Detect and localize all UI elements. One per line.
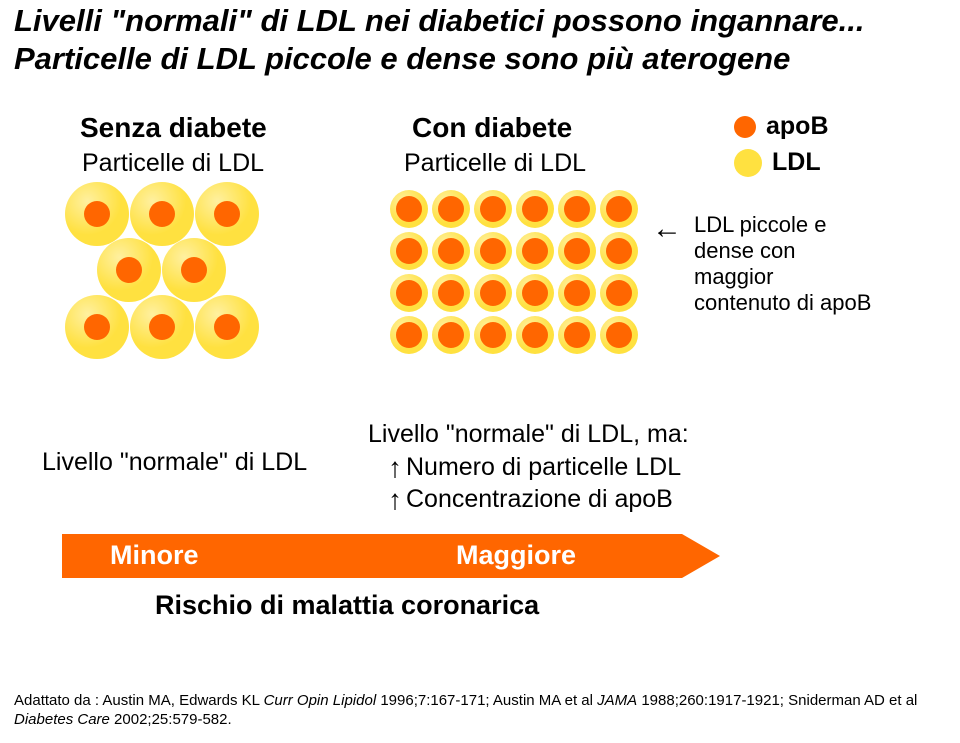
citation-journal-3: Diabetes Care: [14, 711, 110, 728]
apob-particle: [606, 238, 632, 264]
apob-particle: [396, 196, 422, 222]
right-bullet-1: ↑Numero di particelle LDL: [388, 452, 681, 484]
apob-particle: [564, 322, 590, 348]
annotation-line-1: LDL piccole e: [694, 212, 826, 237]
legend-apob: apoB: [734, 112, 829, 141]
citation-prefix: Adattato da : Austin MA, Edwards KL: [14, 692, 264, 709]
risk-less-label: Minore: [110, 540, 199, 571]
annotation-line-4: contenuto di apoB: [694, 290, 871, 315]
left-subheading: Particelle di LDL: [82, 149, 264, 178]
legend-ldl-label: LDL: [772, 148, 821, 176]
right-level-label: Livello "normale" di LDL, ma:: [368, 420, 689, 449]
apob-particle: [522, 322, 548, 348]
apob-particle: [149, 314, 175, 340]
up-arrow-icon: ↑: [388, 484, 402, 516]
right-particle-field: [388, 188, 646, 364]
apob-particle: [116, 257, 142, 283]
apob-particle: [606, 280, 632, 306]
right-bullet-2-text: Concentrazione di apoB: [406, 485, 673, 513]
apob-particle: [149, 201, 175, 227]
right-bullet-2: ↑Concentrazione di apoB: [388, 484, 673, 516]
apob-particle: [564, 280, 590, 306]
annotation-text: LDL piccole e dense con maggior contenut…: [694, 212, 871, 316]
title-line-2: Particelle di LDL piccole e dense sono p…: [14, 41, 790, 76]
apob-particle: [522, 280, 548, 306]
apob-particle: [438, 322, 464, 348]
apob-particle: [606, 322, 632, 348]
apob-particle: [522, 196, 548, 222]
right-bullet-1-text: Numero di particelle LDL: [406, 453, 681, 481]
apob-particle: [438, 238, 464, 264]
left-heading: Senza diabete: [80, 112, 267, 144]
citation-mid-2: 1988;260:1917-1921; Sniderman AD et al: [637, 692, 917, 709]
apob-particle: [606, 196, 632, 222]
up-arrow-icon: ↑: [388, 452, 402, 484]
apob-particle: [480, 238, 506, 264]
title-line-1: Livelli "normali" di LDL nei diabetici p…: [14, 3, 864, 38]
apob-particle: [564, 238, 590, 264]
citation-tail: 2002;25:579-582.: [110, 711, 232, 728]
citation-journal-1: Curr Opin Lipidol: [264, 692, 377, 709]
apob-particle: [84, 201, 110, 227]
right-heading: Con diabete: [412, 112, 572, 144]
legend-apob-label: apoB: [766, 112, 829, 140]
arrow-left-icon: ←: [652, 212, 682, 246]
apob-particle: [564, 196, 590, 222]
apob-particle: [396, 238, 422, 264]
apob-particle: [438, 196, 464, 222]
apob-particle: [480, 280, 506, 306]
citation-journal-2: JAMA: [597, 692, 637, 709]
annotation-line-3: maggior: [694, 264, 773, 289]
left-level-label: Livello "normale" di LDL: [42, 448, 307, 477]
apob-particle: [522, 238, 548, 264]
apob-particle: [181, 257, 207, 283]
apob-dot-icon: [734, 116, 756, 138]
ldl-dot-icon: [734, 149, 762, 177]
citation-mid-1: 1996;7:167-171; Austin MA et al: [376, 692, 597, 709]
legend-ldl: LDL: [734, 148, 821, 177]
apob-particle: [396, 280, 422, 306]
risk-caption: Rischio di malattia coronarica: [155, 590, 539, 621]
risk-more-label: Maggiore: [456, 540, 576, 571]
right-subheading: Particelle di LDL: [404, 149, 586, 178]
apob-particle: [214, 314, 240, 340]
annotation-line-2: dense con: [694, 238, 796, 263]
apob-particle: [480, 322, 506, 348]
apob-particle: [214, 201, 240, 227]
apob-particle: [480, 196, 506, 222]
slide-title: Livelli "normali" di LDL nei diabetici p…: [14, 2, 946, 78]
apob-particle: [84, 314, 110, 340]
citation: Adattato da : Austin MA, Edwards KL Curr…: [14, 692, 946, 730]
apob-particle: [396, 322, 422, 348]
apob-particle: [438, 280, 464, 306]
left-particle-field: [60, 180, 270, 365]
